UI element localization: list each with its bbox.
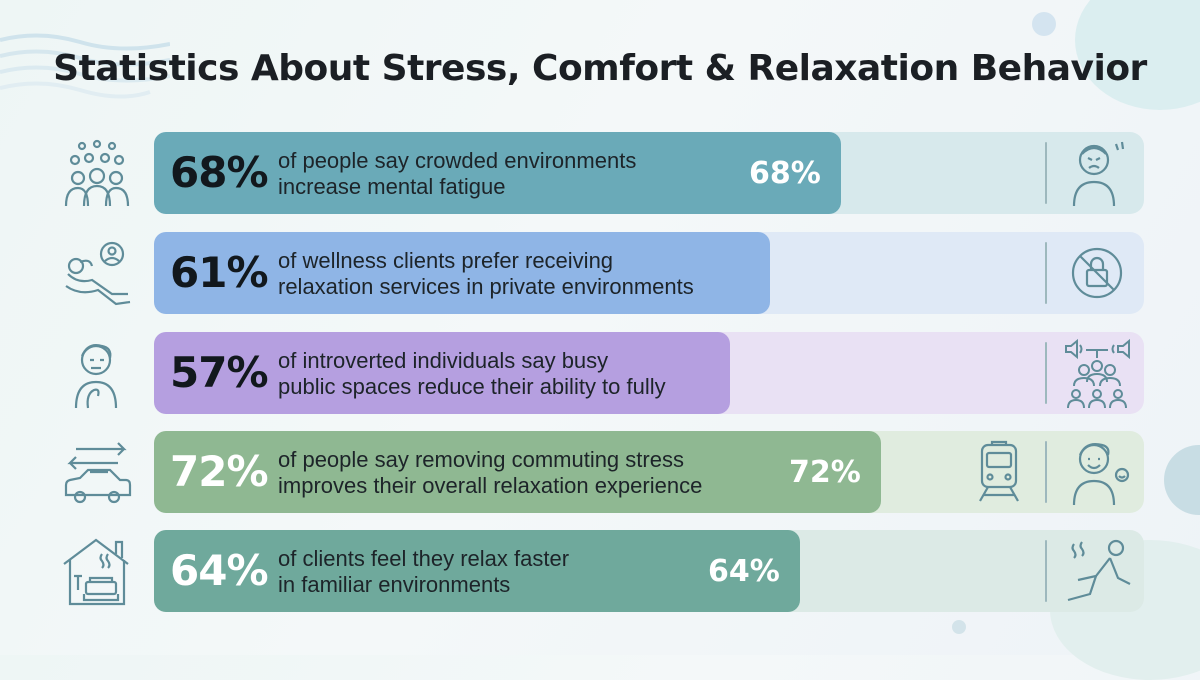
- stat-description-line-1: of introverted individuals say busy: [278, 348, 609, 373]
- crowd-icon: [64, 139, 130, 207]
- stat-row-5: 64% of clients feel they relax faster in…: [0, 530, 1200, 612]
- home-couch-icon: [63, 538, 129, 606]
- divider: [1045, 142, 1047, 204]
- stat-description: of people say removing commuting stress …: [278, 447, 768, 499]
- noisy-crowd-icon: [1065, 338, 1130, 409]
- stat-row-4: 72% of people say removing commuting str…: [0, 431, 1200, 513]
- stat-description-line-2: in familiar environments: [278, 572, 511, 597]
- stat-description: of people say crowded environments incre…: [278, 148, 768, 200]
- stat-description-line-2: relaxation services in private environme…: [278, 274, 694, 299]
- divider: [1045, 540, 1047, 602]
- stat-percentage: 64%: [170, 546, 269, 595]
- train-icon: [979, 440, 1019, 502]
- stat-description-line-1: of people say removing commuting stress: [278, 447, 684, 472]
- divider: [1045, 441, 1047, 503]
- stat-percentage: 61%: [170, 248, 269, 297]
- stat-description: of clients feel they relax faster in fam…: [278, 546, 768, 598]
- stat-percentage: 68%: [170, 148, 269, 197]
- bar-fill: [154, 232, 770, 314]
- page-title: Statistics About Stress, Comfort & Relax…: [53, 48, 1147, 89]
- stat-description-line-2: increase mental fatigue: [278, 174, 506, 199]
- bar-fill: [154, 332, 730, 414]
- stat-description-line-2: public spaces reduce their ability to fu…: [278, 374, 666, 399]
- stat-percentage: 72%: [170, 447, 269, 496]
- thinking-person-icon: [74, 344, 118, 409]
- stat-description-line-1: of wellness clients prefer receiving: [278, 248, 614, 273]
- bar-fill: [154, 431, 881, 513]
- background-dot-top: [1032, 12, 1056, 36]
- stat-description: of introverted individuals say busy publ…: [278, 348, 768, 400]
- happy-person-icon: [1072, 443, 1130, 506]
- bar-value-label: 64%: [708, 554, 780, 589]
- bar-value-label: 72%: [789, 455, 861, 490]
- stat-row-2: 61% of wellness clients prefer receiving…: [0, 232, 1200, 314]
- stat-description-line-1: of clients feel they relax faster: [278, 546, 570, 571]
- background-dot-bottom: [952, 620, 966, 634]
- bar-fill: [154, 132, 841, 214]
- stat-description: of wellness clients prefer receiving rel…: [278, 248, 768, 300]
- car-commute-icon: [64, 442, 132, 504]
- stat-percentage: 57%: [170, 348, 269, 397]
- background-waves: [0, 33, 170, 99]
- relaxing-person-icon: [1067, 539, 1131, 602]
- stat-row-3: 57% of introverted individuals say busy …: [0, 332, 1200, 414]
- stat-description-line-2: improves their overall relaxation experi…: [278, 473, 703, 498]
- stat-description-line-1: of people say crowded environments: [278, 148, 637, 173]
- reclining-person-icon: [65, 241, 131, 306]
- no-lock-icon: [1071, 247, 1123, 299]
- stat-row-1: 68% of people say crowded environments i…: [0, 132, 1200, 214]
- divider: [1045, 342, 1047, 404]
- bar-value-label: 68%: [749, 156, 821, 191]
- stressed-person-icon: [1072, 141, 1125, 207]
- divider: [1045, 242, 1047, 304]
- bar-fill: [154, 530, 800, 612]
